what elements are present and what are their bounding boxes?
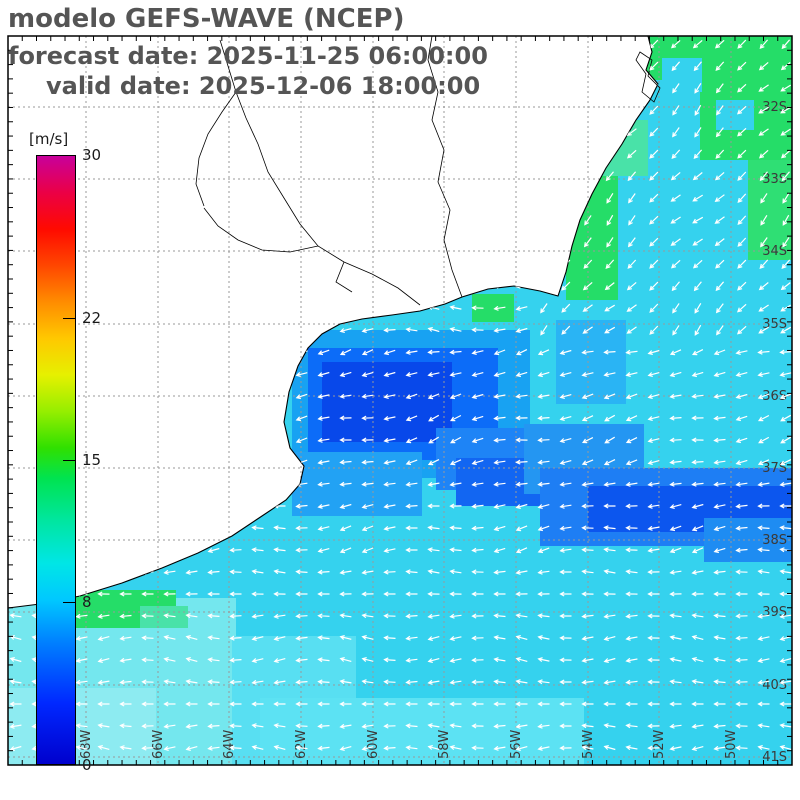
- colorbar-tick-mark: [63, 602, 76, 604]
- ocean-layer: [8, 36, 792, 765]
- colorbar-tick-label: 15: [82, 451, 102, 469]
- lon-label: 58W: [437, 729, 452, 759]
- speed-patch: [556, 320, 626, 404]
- lat-label: 36S: [762, 389, 787, 404]
- lat-label: 35S: [762, 317, 787, 332]
- coastline: [7, 35, 659, 609]
- lon-label: 56W: [509, 729, 524, 759]
- lon-label: 52W: [652, 729, 667, 759]
- lon-label: 66W: [151, 729, 166, 759]
- lat-label: 34S: [762, 244, 787, 259]
- lat-label: 41S: [762, 750, 787, 765]
- colorbar-tick-label: 30: [82, 146, 102, 164]
- rivers-borders: [195, 35, 661, 306]
- speed-patch: [260, 698, 584, 765]
- speed-patch: [662, 58, 702, 92]
- wind-speed-field: [8, 36, 792, 765]
- lon-label: 60W: [366, 729, 381, 759]
- lon-label: 50W: [724, 729, 739, 759]
- colorbar-tick-label: 0: [82, 756, 92, 774]
- frame-ticks: [7, 35, 793, 766]
- valid-date: valid date: 2025-12-06 18:00:00: [46, 72, 481, 100]
- colorbar-tick-label: 8: [82, 593, 92, 612]
- grid-lines: [8, 36, 792, 765]
- forecast-date: forecast date: 2025-11-25 06:00:00: [8, 42, 488, 70]
- speed-patch: [600, 120, 648, 176]
- speed-patch: [566, 168, 618, 300]
- map-frame: [7, 35, 793, 766]
- speed-patch: [716, 100, 754, 130]
- lon-label: 68W: [79, 729, 94, 759]
- speed-patch: [292, 452, 422, 516]
- lon-label: 54W: [581, 729, 596, 759]
- lon-label: 62W: [294, 729, 309, 759]
- colorbar-tick-label: 22: [82, 308, 102, 327]
- colorbar-tick-mark: [63, 317, 76, 319]
- speed-patch: [140, 606, 188, 628]
- colorbar-unit-label: [m/s]: [29, 130, 69, 148]
- lat-label: 33S: [762, 172, 787, 187]
- model-title: modelo GEFS-WAVE (NCEP): [8, 4, 405, 34]
- colorbar-gradient: [36, 155, 76, 765]
- colorbar-tick-mark: [63, 460, 76, 461]
- lon-label: 64W: [222, 729, 237, 759]
- lat-label: 38S: [762, 533, 787, 548]
- lat-label: 32S: [762, 100, 787, 115]
